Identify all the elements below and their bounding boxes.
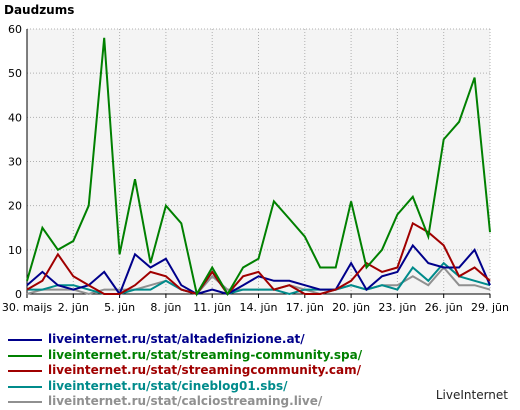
legend-item: liveinternet.ru/stat/cineblog01.sbs/ [8, 379, 362, 395]
x-tick-label: 23. jūn [378, 301, 416, 314]
legend-swatch [8, 401, 42, 403]
legend-swatch [8, 339, 42, 341]
credit-label: LiveInternet [435, 388, 508, 402]
legend-swatch [8, 385, 42, 388]
x-tick-label: 11. jūn [193, 301, 231, 314]
legend-label[interactable]: liveinternet.ru/stat/calciostreaming.liv… [48, 394, 323, 408]
x-tick-label: 17. jūn [286, 301, 324, 314]
legend-item: liveinternet.ru/stat/altadefinizione.at/ [8, 332, 362, 348]
series-line-3 [26, 221, 491, 296]
legend-label[interactable]: liveinternet.ru/stat/streaming-community… [48, 347, 363, 362]
legend-item: liveinternet.ru/stat/streamingcommunity.… [8, 363, 362, 379]
x-tick-label: 14. jūn [240, 301, 278, 314]
y-axis-title: Daudzums [4, 3, 75, 17]
x-tick-label: 20. jūn [332, 301, 370, 314]
y-tick-label: 20 [8, 200, 22, 213]
legend-label[interactable]: liveinternet.ru/stat/altadefinizione.at/ [48, 332, 305, 346]
legend-label[interactable]: liveinternet.ru/stat/streamingcommunity.… [48, 363, 362, 377]
legend-item: liveinternet.ru/stat/calciostreaming.liv… [8, 394, 362, 410]
x-tick-label: 30. maijs [2, 301, 53, 314]
y-tick-label: 0 [15, 288, 22, 301]
y-tick-label: 30 [8, 156, 22, 169]
legend-swatch [8, 370, 42, 372]
y-tick-label: 60 [8, 23, 22, 36]
x-tick-label: 2. jūn [58, 301, 89, 314]
x-tick-label: 8. jūn [150, 301, 181, 314]
y-tick-label: 10 [8, 244, 22, 257]
legend: liveinternet.ru/stat/altadefinizione.at/… [8, 332, 362, 410]
y-tick-label: 50 [8, 67, 22, 80]
legend-swatch [8, 354, 42, 357]
x-tick-label: 29. jūn [471, 301, 509, 314]
legend-item: liveinternet.ru/stat/streaming-community… [8, 348, 362, 364]
y-tick-label: 40 [8, 111, 22, 124]
x-tick-label: 5. jūn [104, 301, 135, 314]
line-chart: 0 10 20 30 40 50 60 30. maijs 2. jūn 5. jūn 8. jūn… [2, 23, 509, 314]
series-line-2 [26, 37, 491, 297]
series-line-1 [26, 243, 491, 297]
legend-label[interactable]: liveinternet.ru/stat/cineblog01.sbs/ [48, 378, 288, 393]
x-tick-label: 26. jūn [425, 301, 463, 314]
